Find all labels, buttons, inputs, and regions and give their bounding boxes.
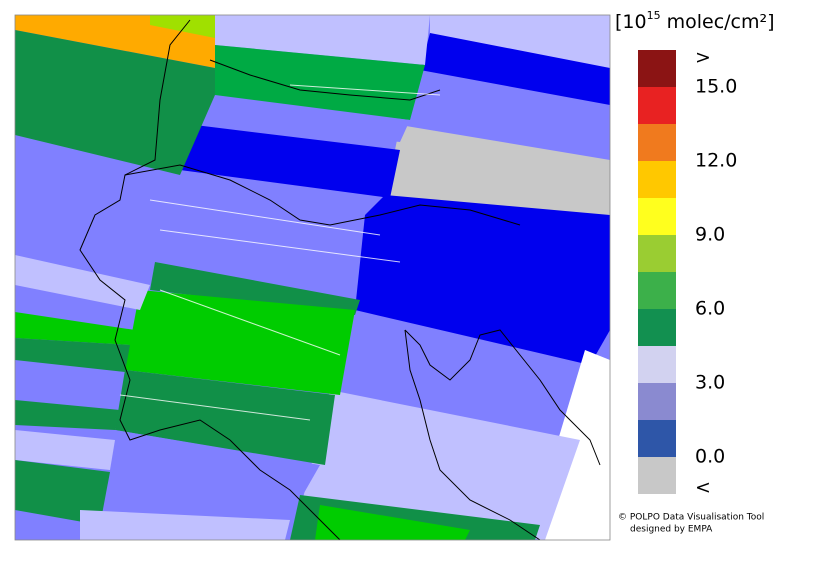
colorbar-label: 9.0 xyxy=(695,224,725,246)
swath xyxy=(15,430,115,470)
borders xyxy=(79,19,601,540)
swath xyxy=(15,255,150,310)
unit-exponent: 15 xyxy=(647,9,661,22)
colorbar-swatch xyxy=(638,87,676,124)
swath xyxy=(15,338,130,372)
swath xyxy=(215,15,430,65)
credit: designed by EMPA xyxy=(630,525,713,535)
colorbar-swatch xyxy=(638,50,676,87)
swath xyxy=(115,370,335,465)
colorbar-label: < xyxy=(695,477,711,499)
swath xyxy=(180,125,400,198)
swath xyxy=(15,30,215,175)
colorbar-label: 3.0 xyxy=(695,372,725,394)
swath xyxy=(300,390,580,540)
colorbar-swatch xyxy=(638,161,676,198)
swath xyxy=(355,195,610,365)
colorbar-label: 15.0 xyxy=(695,76,737,98)
colorbar-label: 6.0 xyxy=(695,298,725,320)
swath xyxy=(15,15,215,68)
swath xyxy=(150,262,360,315)
colorbar-swatch xyxy=(638,346,676,383)
colorbar-swatch xyxy=(638,309,676,346)
swath xyxy=(15,312,135,345)
unit-suffix: molec/cm²] xyxy=(667,11,775,33)
swath xyxy=(80,510,290,540)
colorbar-label: > xyxy=(695,47,711,69)
swath xyxy=(150,15,215,38)
swath xyxy=(420,33,610,105)
colorbar-swatch xyxy=(638,198,676,235)
colorbar-swatch xyxy=(638,124,676,161)
colorbar-swatch xyxy=(638,383,676,420)
colorbar-swatch xyxy=(638,457,676,494)
colorbar-swatch xyxy=(638,420,676,457)
swath xyxy=(15,460,110,525)
swath-gaps xyxy=(119,84,441,421)
colorbar-label: 0.0 xyxy=(695,446,725,468)
map-frame xyxy=(14,14,611,541)
colorbar-swatch xyxy=(638,235,676,272)
swath xyxy=(200,97,410,142)
map xyxy=(15,15,610,540)
colorbar-label: 12.0 xyxy=(695,150,737,172)
swath xyxy=(215,45,425,120)
colorbar-unit: [1015 molec/cm²] xyxy=(615,9,775,33)
swath xyxy=(430,15,610,72)
swath xyxy=(110,430,320,500)
swath xyxy=(315,505,470,540)
unit-prefix: [10 xyxy=(615,11,647,33)
swath xyxy=(15,400,120,430)
swath xyxy=(125,290,355,395)
credit: © POLPO Data Visualisation Tool xyxy=(618,513,764,523)
colorbar-swatch xyxy=(638,272,676,309)
